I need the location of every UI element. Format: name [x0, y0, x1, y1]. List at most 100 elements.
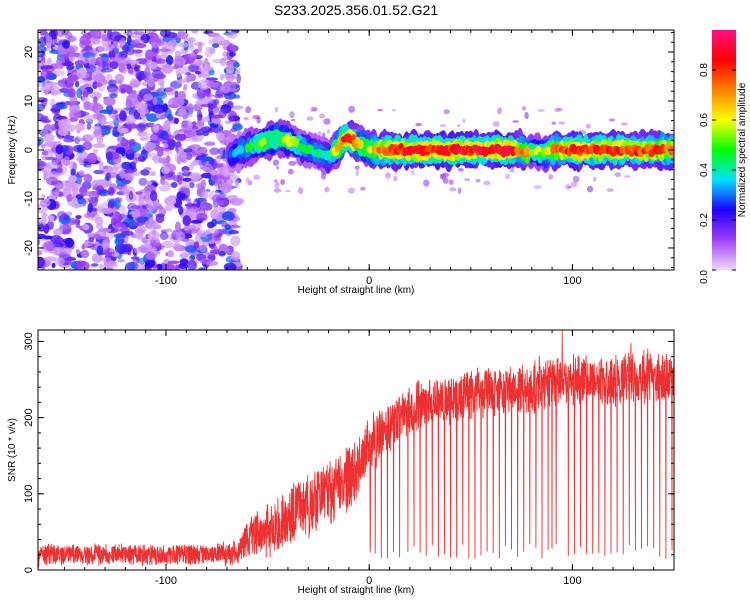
- noise-speck: [160, 149, 173, 156]
- snr-series-line: [38, 330, 674, 568]
- noise-speck: [47, 171, 60, 179]
- noise-speck: [218, 109, 227, 119]
- noise-speck: [167, 249, 175, 258]
- noise-speck: [63, 156, 71, 167]
- x-tick-label: -100: [155, 275, 177, 287]
- snr-x-label: Height of straight line (km): [298, 585, 415, 596]
- noise-speck: [96, 245, 104, 256]
- signal-blob: [294, 138, 300, 148]
- noise-speck: [164, 196, 177, 206]
- noise-speck: [154, 92, 168, 100]
- noise-speck: [167, 260, 180, 265]
- scatter-speck: [256, 116, 261, 124]
- noise-speck: [175, 221, 181, 232]
- noise-speck: [167, 139, 176, 151]
- noise-speck: [129, 205, 141, 209]
- noise-speck: [200, 179, 206, 190]
- noise-speck: [98, 236, 110, 240]
- noise-speck: [189, 181, 195, 189]
- noise-speck: [178, 108, 187, 116]
- noise-speck: [119, 168, 126, 179]
- noise-speck: [46, 176, 59, 186]
- scatter-speck: [457, 187, 462, 194]
- noise-speck: [151, 224, 162, 230]
- noise-speck: [186, 200, 192, 211]
- noise-speck: [143, 67, 151, 77]
- noise-speck: [130, 256, 140, 260]
- noise-speck: [53, 228, 63, 236]
- x-tick-label: 0: [366, 575, 372, 587]
- noise-speck: [176, 171, 185, 182]
- noise-speck: [79, 169, 85, 176]
- noise-speck: [95, 56, 103, 67]
- noise-speck: [85, 65, 91, 69]
- noise-speck: [86, 152, 98, 164]
- scatter-speck: [558, 121, 566, 125]
- noise-speck: [197, 41, 203, 53]
- noise-speck: [93, 96, 98, 105]
- noise-speck: [183, 148, 193, 153]
- noise-speck: [96, 134, 104, 146]
- noise-speck: [210, 209, 219, 220]
- noise-speck: [226, 264, 235, 270]
- scatter-speck: [608, 118, 616, 122]
- noise-speck: [114, 198, 121, 209]
- noise-speck: [198, 79, 211, 90]
- noise-speck: [187, 228, 198, 234]
- noise-speck: [113, 233, 127, 239]
- scatter-speck: [253, 174, 260, 180]
- noise-speck: [124, 107, 133, 111]
- noise-speck: [51, 262, 56, 268]
- noise-speck: [191, 30, 198, 34]
- scatter-speck: [456, 124, 461, 128]
- noise-speck: [114, 73, 125, 84]
- chart-title: S233.2025.356.01.52.G21: [274, 2, 438, 18]
- signal-blob: [648, 149, 655, 158]
- noise-speck: [132, 49, 143, 54]
- noise-speck: [39, 198, 51, 208]
- noise-speck: [127, 214, 133, 219]
- noise-speck: [44, 156, 58, 161]
- noise-speck: [41, 156, 47, 161]
- noise-speck: [230, 105, 244, 110]
- noise-speck: [184, 197, 192, 202]
- scatter-speck: [415, 123, 422, 127]
- scatter-speck: [306, 116, 314, 121]
- noise-speck: [144, 262, 154, 269]
- scatter-speck: [449, 187, 457, 192]
- noise-speck: [233, 62, 240, 68]
- noise-speck: [205, 229, 211, 235]
- noise-speck: [112, 47, 119, 54]
- noise-speck: [206, 81, 220, 88]
- scatter-speck: [391, 108, 396, 112]
- scatter-speck: [492, 121, 500, 127]
- noise-speck: [191, 61, 204, 67]
- noise-speck: [137, 131, 146, 137]
- noise-speck: [185, 77, 191, 83]
- noise-speck: [191, 126, 199, 130]
- scatter-speck: [548, 174, 554, 180]
- noise-speck: [195, 197, 207, 203]
- noise-speck: [120, 88, 126, 94]
- noise-speck: [175, 66, 182, 78]
- noise-speck: [163, 263, 175, 270]
- scatter-speck: [524, 111, 529, 120]
- noise-speck: [74, 260, 87, 268]
- noise-speck: [229, 51, 236, 57]
- noise-speck: [136, 225, 147, 235]
- noise-speck: [188, 37, 194, 48]
- noise-speck: [95, 216, 104, 226]
- noise-speck: [86, 123, 92, 130]
- noise-speck: [74, 203, 82, 208]
- noise-speck: [102, 62, 109, 70]
- noise-speck: [236, 73, 241, 84]
- noise-speck: [98, 228, 112, 233]
- noise-speck: [230, 235, 241, 247]
- scatter-speck: [623, 175, 631, 178]
- noise-speck: [145, 251, 156, 261]
- noise-speck: [147, 230, 160, 241]
- scatter-speck: [457, 167, 464, 172]
- noise-speck: [165, 42, 175, 46]
- noise-speck: [146, 181, 152, 185]
- noise-speck: [74, 60, 85, 67]
